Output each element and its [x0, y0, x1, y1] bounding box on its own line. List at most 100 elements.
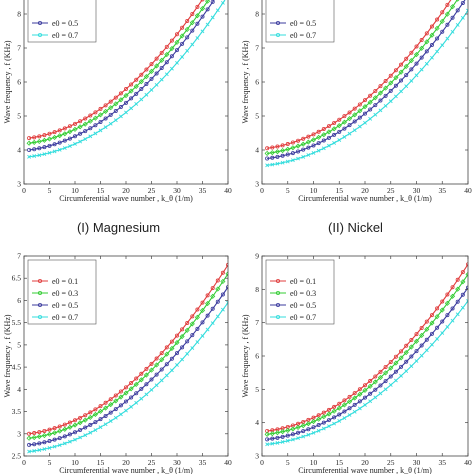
data-point-3-12	[321, 138, 326, 143]
data-point-3-30	[174, 48, 179, 53]
data-point-3-24	[383, 93, 388, 98]
data-point-2-4	[41, 137, 47, 143]
data-point-1-32	[424, 31, 429, 36]
data-point-4-35	[200, 333, 205, 338]
x-axis-label: Circumferential wave number , k_θ (1/m)	[59, 194, 193, 203]
series-2	[26, 271, 228, 441]
data-point-4-37	[450, 29, 455, 34]
data-point-4-10	[73, 437, 77, 442]
data-point-4-37	[210, 321, 215, 326]
data-point-2-18	[113, 398, 119, 404]
data-point-2-18	[352, 395, 358, 401]
data-point-1-34	[435, 306, 440, 311]
y-tick-label-8: 6	[17, 296, 21, 305]
data-point-1-31	[419, 38, 424, 43]
data-point-4-25	[149, 87, 154, 92]
data-point-2-2	[31, 139, 37, 146]
data-point-3-22	[134, 91, 139, 96]
data-point-3-35	[200, 14, 205, 19]
legend-entry-4: e0 = 0.7	[52, 313, 78, 322]
data-point-3-5	[47, 439, 52, 444]
y-tick-label-10: 7	[17, 252, 21, 261]
data-point-1-13	[326, 124, 331, 129]
data-point-1-29	[169, 339, 174, 344]
legend-entry-1: e0 = 0.1	[290, 277, 316, 286]
data-point-2-28	[164, 51, 170, 58]
legend-entry-1: e0 = 0.1	[52, 277, 78, 286]
data-point-2-13	[87, 414, 93, 420]
data-point-1-3	[37, 430, 42, 435]
data-point-1-12	[83, 413, 88, 418]
data-point-3-1	[27, 147, 32, 152]
y-tick-label-3: 3.5	[12, 407, 22, 416]
data-point-3-36	[445, 313, 450, 318]
data-point-1-29	[409, 338, 414, 343]
data-point-4-26	[154, 383, 159, 388]
data-point-3-27	[159, 65, 164, 70]
data-point-4-3	[275, 161, 280, 166]
data-point-1-5	[285, 142, 290, 147]
data-point-3-33	[190, 333, 195, 338]
data-point-4-36	[205, 22, 210, 27]
data-point-4-21	[129, 404, 134, 409]
y-tick-label-4: 6	[255, 352, 259, 361]
data-point-3-19	[118, 105, 123, 110]
data-point-4-34	[195, 340, 200, 344]
data-point-2-8	[300, 423, 306, 429]
data-point-1-28	[404, 56, 409, 61]
data-point-2-10	[72, 126, 78, 132]
data-point-3-16	[342, 126, 347, 131]
x-tick-label-3: 10	[71, 186, 79, 195]
data-point-1-11	[316, 129, 321, 134]
data-point-2-31	[419, 45, 425, 51]
data-point-1-4	[42, 133, 47, 138]
series-line-1	[29, 0, 203, 139]
data-point-2-1	[26, 140, 32, 146]
data-point-3-20	[362, 395, 367, 400]
x-tick-label-1: 0	[22, 186, 26, 195]
data-point-3-24	[383, 379, 388, 384]
data-point-2-25	[148, 68, 155, 74]
data-point-1-26	[393, 354, 398, 359]
data-point-2-10	[310, 418, 317, 425]
y-tick-label-4: 6	[255, 78, 259, 87]
data-point-3-24	[144, 382, 149, 387]
y-tick-label-2: 4	[17, 146, 21, 155]
x-tick-label-7: 30	[413, 458, 421, 467]
data-point-2-12	[321, 132, 327, 138]
data-point-4-8	[62, 441, 67, 446]
data-point-4-16	[342, 416, 347, 420]
data-point-2-30	[413, 51, 420, 58]
x-tick-label-5: 20	[361, 186, 369, 195]
data-point-4-29	[169, 66, 174, 71]
data-point-1-24	[144, 366, 149, 371]
y-tick-label-3: 5	[255, 112, 259, 121]
x-tick-label-9: 40	[464, 458, 472, 467]
data-point-2-32	[184, 26, 190, 32]
data-point-4-11	[316, 428, 321, 433]
data-point-1-21	[368, 378, 373, 383]
data-point-1-8	[62, 126, 67, 131]
data-point-2-36	[444, 11, 450, 17]
data-point-2-17	[346, 116, 353, 122]
data-point-2-9	[67, 424, 73, 430]
data-point-2-21	[367, 99, 373, 105]
data-point-2-14	[92, 115, 98, 121]
data-point-1-1	[265, 146, 270, 151]
data-point-4-36	[205, 327, 210, 332]
data-point-3-16	[103, 116, 108, 121]
data-point-3-8	[301, 147, 306, 152]
data-point-4-20	[363, 403, 367, 407]
data-point-1-22	[134, 376, 139, 381]
data-point-1-3	[37, 134, 42, 139]
data-point-1-18	[352, 106, 357, 111]
data-point-3-34	[195, 21, 200, 26]
series-line-4	[267, 10, 468, 166]
data-point-2-32	[424, 39, 430, 45]
data-point-2-16	[341, 119, 347, 125]
data-point-2-15	[97, 112, 104, 118]
data-point-4-17	[108, 419, 113, 424]
data-point-3-20	[124, 100, 129, 105]
data-point-3-11	[78, 131, 83, 136]
